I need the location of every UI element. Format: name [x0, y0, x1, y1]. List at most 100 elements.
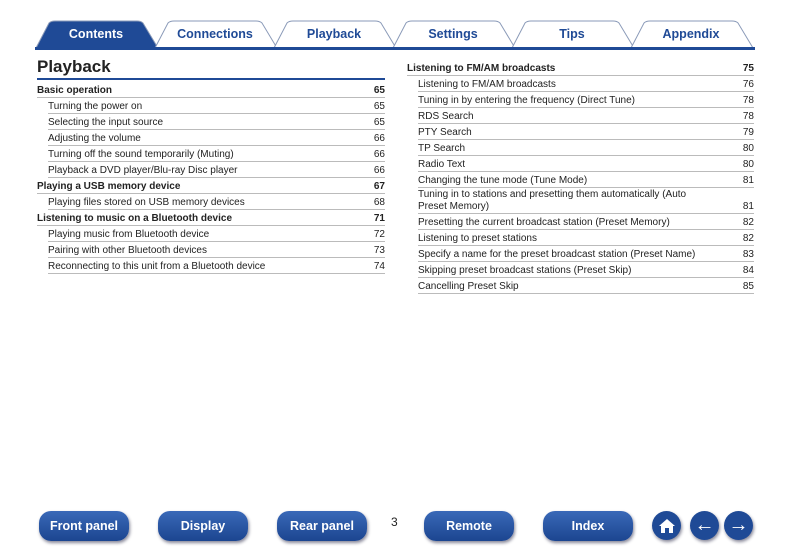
tab-label: Appendix [662, 27, 720, 41]
page-number: 3 [391, 515, 398, 529]
toc-section-link[interactable]: Listening to FM/AM broadcasts 75 [407, 60, 754, 76]
toc-page: 81 [742, 175, 754, 186]
toc-item-link[interactable]: Playback a DVD player/Blu-ray Disc playe… [48, 162, 385, 178]
toc-page: 80 [742, 159, 754, 170]
page-title: Playback [37, 56, 385, 80]
tab-settings[interactable]: Settings [392, 20, 516, 49]
toc-item-link[interactable]: Specify a name for the preset broadcast … [418, 246, 754, 262]
front-panel-button[interactable]: Front panel [39, 511, 129, 541]
toc-section-link[interactable]: Playing a USB memory device 67 [37, 178, 385, 194]
toc-item-link[interactable]: Playing files stored on USB memory devic… [48, 194, 385, 210]
toc-page: 84 [742, 265, 754, 276]
toc-item-link[interactable]: PTY Search 79 [418, 124, 754, 140]
toc-title: Turning off the sound temporarily (Mutin… [48, 149, 234, 160]
toc-item-link[interactable]: Cancelling Preset Skip 85 [418, 278, 754, 294]
toc-item-link[interactable]: Reconnecting to this unit from a Bluetoo… [48, 258, 385, 274]
remote-button[interactable]: Remote [424, 511, 514, 541]
toc-page: 82 [742, 217, 754, 228]
toc-item-link[interactable]: Selecting the input source 65 [48, 114, 385, 130]
toc-page: 79 [742, 127, 754, 138]
toc-title: Adjusting the volume [48, 133, 141, 144]
tab-label: Tips [559, 27, 585, 41]
toc-page: 80 [742, 143, 754, 154]
toc-title: Radio Text [418, 159, 466, 170]
toc-item-link[interactable]: Turning off the sound temporarily (Mutin… [48, 146, 385, 162]
toc-page: 65 [373, 117, 385, 128]
tab-connections[interactable]: Connections [154, 20, 278, 49]
toc-page: 76 [742, 79, 754, 90]
toc-item-link[interactable]: Tuning in by entering the frequency (Dir… [418, 92, 754, 108]
toc-title: Cancelling Preset Skip [418, 281, 519, 292]
toc-item-link[interactable]: Listening to FM/AM broadcasts 76 [418, 76, 754, 92]
toc-title: Changing the tune mode (Tune Mode) [418, 175, 588, 186]
toc-item-link[interactable]: Presetting the current broadcast station… [418, 214, 754, 230]
toc-page: 82 [742, 233, 754, 244]
toc-item-link[interactable]: Skipping preset broadcast stations (Pres… [418, 262, 754, 278]
toc-item-link[interactable]: Radio Text 80 [418, 156, 754, 172]
toc-page: 71 [373, 213, 385, 224]
toc-item-link[interactable]: RDS Search 78 [418, 108, 754, 124]
tab-bar: Contents Connections Playback Settings Tips A… [35, 20, 755, 49]
toc-page: 75 [742, 63, 754, 74]
tab-underline [35, 47, 755, 50]
toc-title: Turning the power on [48, 101, 143, 112]
home-icon[interactable] [652, 511, 681, 540]
toc-item-link[interactable]: Playing music from Bluetooth device 72 [48, 226, 385, 242]
toc-title: Playing music from Bluetooth device [48, 229, 210, 240]
tab-tips[interactable]: Tips [511, 20, 635, 49]
tab-playback[interactable]: Playback [273, 20, 397, 49]
toc-title: Tuning in to stations and presetting the… [418, 189, 687, 212]
toc-section-link[interactable]: Listening to music on a Bluetooth device… [37, 210, 385, 226]
toc-title: Tuning in by entering the frequency (Dir… [418, 95, 635, 106]
toc-item-link[interactable]: Turning the power on 65 [48, 98, 385, 114]
tab-label: Playback [306, 27, 362, 41]
toc-title: Reconnecting to this unit from a Bluetoo… [48, 261, 266, 272]
toc-section-link[interactable]: Basic operation 65 [37, 82, 385, 98]
tab-contents[interactable]: Contents [35, 20, 159, 49]
tab-appendix[interactable]: Appendix [630, 20, 754, 49]
toc-title: PTY Search [418, 127, 472, 138]
toc-page: 66 [373, 133, 385, 144]
rear-panel-button[interactable]: Rear panel [277, 511, 367, 541]
arrow-right-icon[interactable]: → [724, 511, 753, 540]
toc-title: Listening to FM/AM broadcasts [418, 79, 556, 90]
toc-page: 81 [742, 201, 754, 212]
toc-page: 78 [742, 95, 754, 106]
tab-label: Connections [177, 27, 253, 41]
toc-title: Presetting the current broadcast station… [418, 217, 670, 228]
tab-label: Settings [428, 27, 478, 41]
toc-title: Selecting the input source [48, 117, 164, 128]
toc-title: Playing files stored on USB memory devic… [48, 197, 245, 208]
arrow-left-icon[interactable]: ← [690, 511, 719, 540]
toc-title: Listening to FM/AM broadcasts [407, 63, 556, 74]
toc-page: 67 [373, 181, 385, 192]
toc-page: 66 [373, 149, 385, 160]
toc-item-link[interactable]: Adjusting the volume 66 [48, 130, 385, 146]
toc-title: TP Search [418, 143, 466, 154]
toc-title: Playing a USB memory device [37, 181, 181, 192]
toc-page: 85 [742, 281, 754, 292]
toc-page: 74 [373, 261, 385, 272]
toc-page: 78 [742, 111, 754, 122]
display-button[interactable]: Display [158, 511, 248, 541]
toc-item-link[interactable]: Tuning in to stations and presetting the… [418, 188, 754, 214]
toc-item-link[interactable]: Changing the tune mode (Tune Mode) 81 [418, 172, 754, 188]
toc-title: Listening to preset stations [418, 233, 537, 244]
index-button[interactable]: Index [543, 511, 633, 541]
toc-page: 83 [742, 249, 754, 260]
toc-item-link[interactable]: Listening to preset stations 82 [418, 230, 754, 246]
toc-title: Basic operation [37, 85, 113, 96]
toc-title: Pairing with other Bluetooth devices [48, 245, 207, 256]
right-column: Listening to FM/AM broadcasts 75 Listening… [407, 60, 754, 294]
toc-page: 66 [373, 165, 385, 176]
toc-item-link[interactable]: Pairing with other Bluetooth devices 73 [48, 242, 385, 258]
toc-title: Playback a DVD player/Blu-ray Disc playe… [48, 165, 238, 176]
toc-item-link[interactable]: TP Search 80 [418, 140, 754, 156]
toc-page: 65 [373, 101, 385, 112]
toc-title: Listening to music on a Bluetooth device [37, 213, 233, 224]
left-column: Playback Basic operation 65 Turning the po… [37, 56, 385, 274]
toc-page: 72 [373, 229, 385, 240]
toc-page: 65 [373, 85, 385, 96]
toc-title: RDS Search [418, 111, 474, 122]
toc-page: 68 [373, 197, 385, 208]
